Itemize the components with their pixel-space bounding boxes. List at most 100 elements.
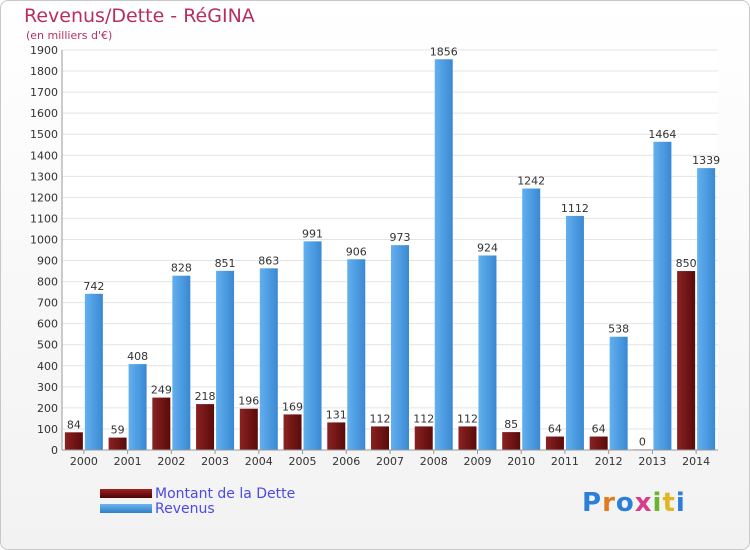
x-tick-label: 2001 (114, 455, 142, 468)
bar-revenus (478, 255, 497, 450)
proxiti-logo: Proxiti (582, 488, 686, 518)
y-tick-label: 700 (37, 297, 58, 310)
x-tick-label: 2012 (595, 455, 623, 468)
data-label: 1242 (517, 175, 545, 188)
y-tick-label: 800 (37, 276, 58, 289)
data-label: 1339 (692, 154, 720, 167)
bar-revenus (522, 188, 541, 451)
data-label: 112 (370, 412, 391, 425)
bar-dette (196, 404, 215, 450)
data-label: 538 (608, 323, 629, 336)
x-tick-label: 2013 (638, 455, 666, 468)
bar-dette (414, 426, 433, 450)
data-label: 64 (592, 423, 606, 436)
data-label: 59 (111, 424, 125, 437)
x-tick-label: 2007 (376, 455, 404, 468)
logo-letter: P (582, 488, 603, 518)
bar-revenus (434, 59, 453, 451)
chart-title: Revenus/Dette - RéGINA (24, 5, 255, 27)
data-label: 169 (282, 400, 303, 413)
bar-dette (458, 426, 477, 450)
logo-letter: r (602, 488, 616, 518)
bar-dette (545, 436, 564, 450)
x-tick-label: 2006 (332, 455, 360, 468)
data-label: 131 (326, 408, 347, 421)
y-tick-label: 1800 (30, 65, 58, 78)
x-tick-label: 2010 (507, 455, 535, 468)
y-tick-label: 900 (37, 255, 58, 268)
y-tick-label: 200 (37, 402, 58, 415)
bars: 84 742 59 408 249 828 218 851 196 863 169 991 131 906… (64, 45, 720, 451)
y-tick-label: 1100 (30, 212, 58, 225)
data-label: 112 (413, 412, 434, 425)
legend-label-dette: Montant de la Dette (155, 486, 296, 502)
data-label: 924 (477, 241, 498, 254)
y-tick-label: 1500 (30, 128, 58, 141)
bar-revenus (391, 245, 409, 450)
bar-revenus (128, 364, 147, 450)
data-label: 64 (548, 423, 562, 436)
y-tick-label: 1700 (30, 86, 58, 99)
y-tick-label: 1600 (30, 107, 58, 120)
chart-subtitle: (en milliers d'€) (26, 29, 113, 42)
bar-dette (239, 408, 258, 450)
bar-dette (327, 422, 346, 450)
x-tick-label: 2005 (289, 455, 317, 468)
legend-swatch-revenus (100, 504, 152, 513)
x-tick-label: 2004 (245, 455, 273, 468)
logo-letter: t (662, 488, 676, 518)
data-label: 249 (151, 384, 172, 397)
data-label: 851 (215, 257, 236, 270)
data-label: 991 (302, 227, 323, 240)
bar-dette (283, 414, 302, 450)
y-axis: 0 100 200 300 400 500 600 700 800 900 1000 1100 1200… (30, 44, 63, 457)
data-label: 196 (238, 395, 259, 408)
x-tick-label: 2000 (70, 455, 98, 468)
data-label: 1112 (561, 202, 589, 215)
data-label: 1856 (430, 45, 458, 58)
bar-dette (502, 432, 521, 450)
bar-revenus (303, 241, 322, 450)
y-tick-label: 0 (51, 444, 58, 457)
logo-letter: x (634, 488, 653, 518)
bar-dette (589, 436, 608, 450)
bar-dette (152, 397, 171, 450)
y-tick-label: 1300 (30, 170, 58, 183)
bar-revenus (347, 259, 366, 450)
x-tick-label: 2009 (463, 455, 491, 468)
data-label: 0 (639, 435, 646, 448)
plot-area (62, 50, 718, 450)
logo-letter: o (615, 488, 635, 518)
x-tick-label: 2008 (420, 455, 448, 468)
y-tick-label: 500 (37, 339, 58, 352)
x-tick-label: 2002 (157, 455, 185, 468)
data-label: 863 (258, 254, 279, 267)
y-tick-label: 1200 (30, 191, 58, 204)
x-axis: 2000 2001 2002 2003 2004 2005 2006 2007 2008 2009… (62, 449, 718, 468)
bar-revenus (216, 270, 235, 450)
bar-revenus (259, 268, 278, 450)
bar-revenus (84, 293, 103, 450)
legend-swatch-dette (100, 489, 152, 498)
bar-dette (677, 271, 696, 450)
x-tick-label: 2014 (682, 455, 710, 468)
data-label: 850 (676, 257, 697, 270)
y-tick-label: 400 (37, 360, 58, 373)
data-label: 906 (346, 245, 367, 258)
data-label: 112 (457, 412, 478, 425)
y-tick-label: 1000 (30, 233, 58, 246)
bar-revenus (697, 168, 716, 450)
data-label: 742 (83, 280, 104, 293)
bar-dette (64, 432, 83, 450)
y-tick-label: 300 (37, 381, 58, 394)
data-label: 85 (504, 418, 518, 431)
logo-letter: i (652, 488, 663, 518)
x-tick-label: 2011 (551, 455, 579, 468)
bar-revenus (609, 336, 628, 450)
y-tick-label: 1900 (30, 44, 58, 57)
data-label: 84 (67, 418, 81, 431)
y-tick-label: 100 (37, 423, 58, 436)
data-label: 828 (171, 262, 192, 275)
data-label: 973 (390, 231, 411, 244)
logo-letter: i (675, 488, 686, 518)
